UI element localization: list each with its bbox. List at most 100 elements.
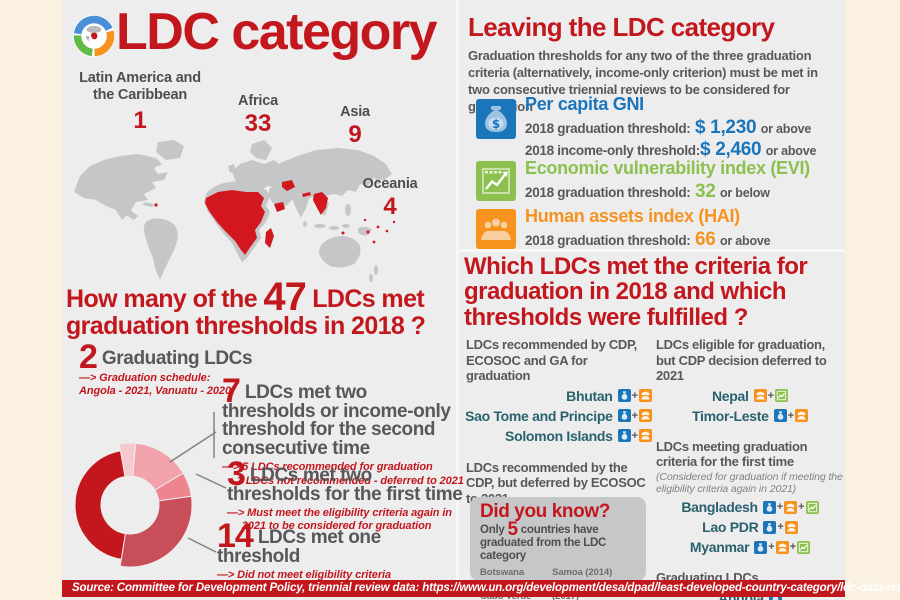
did-you-know-body: Only 5 countries have graduated from the… [480,518,607,563]
region-africa: Africa 33 [218,93,298,136]
plus-sign: + [789,541,797,554]
hai-icon [639,389,652,403]
country-row: Sao Tome and Principe + [465,407,652,424]
which-right-column: LDCs eligible for graduation, but CDP de… [656,337,844,600]
main-panel [62,0,845,600]
country-row: Bangladesh + + [656,499,844,515]
map-ldc-yemen [274,202,285,212]
map-ldc-madagascar [265,228,274,248]
donut-segment-14 [119,495,193,568]
criterion-title: Per capita GNI [525,94,644,114]
region-name: Latin America and the Caribbean [79,70,201,104]
gni-graduation-threshold: $ 1,230 [694,116,757,138]
people-icon [476,209,516,249]
total-ldc-count: 47 [263,275,306,319]
country-row: Nepal + [656,388,844,404]
country-row: Lao PDR + [656,519,844,535]
country-name: Myanmar [689,539,750,556]
gni-icon [617,429,631,443]
country-row: Myanmar + + [656,539,844,555]
hai-icon [639,429,652,443]
country-name: Sao Tome and Principe [465,407,613,424]
leaving-section-title: Leaving the LDC category [468,12,775,42]
globe-logo-icon [73,15,115,57]
hai-icon [775,540,789,554]
plus-sign: + [631,389,638,402]
hai-graduation-threshold: 66 [694,228,716,250]
region-name: Oceania [362,176,418,192]
region-count: 4 [383,193,397,221]
map-south-america [143,218,178,280]
hai-icon [795,409,808,423]
did-you-know-box: Did you know? Only 5 countries have grad… [470,497,646,600]
column-divider [456,0,459,580]
map-north-america [74,154,168,220]
evi-icon [797,540,811,554]
region-count: 1 [133,106,147,134]
section-divider [459,249,845,252]
source-bar: Source: Committee for Development Policy… [62,580,900,597]
criterion-evi: Economic vulnerability index (EVI) 2018 … [468,158,844,203]
callout-graduating: 2 Graduating LDCs —> Graduation schedule:… [79,338,253,397]
donut-section-title: How many of the 47 LDCs met graduation t… [66,275,426,340]
map-greenland [156,140,184,160]
gni-icon [617,409,631,423]
country-name: Nepal [711,387,749,404]
region-asia: Asia 9 [320,104,390,147]
plus-sign: + [776,501,784,514]
group-recommended-cdp-ecosoc-ga: LDCs recommended by CDP, ECOSOC and GA f… [465,337,654,444]
map-asia [264,148,392,198]
region-count: 33 [244,110,272,138]
country-row: Solomon Islands + [466,428,652,444]
group-eligible-deferred-2021: LDCs eligible for graduation, but CDP de… [656,337,844,424]
country-name: Timor-Leste [691,407,769,424]
chart-icon [476,161,516,201]
criterion-title: Economic vulnerability index (EVI) [525,158,810,178]
plus-sign: + [768,541,775,554]
evi-icon [775,389,789,403]
region-name: Asia [340,104,370,120]
region-oceania: Oceania 4 [352,176,428,219]
gni-income-only-threshold: $ 2,460 [699,138,762,160]
world-map [74,140,396,282]
gni-icon [617,389,631,403]
country-row: Bhutan + [466,388,652,404]
plus-sign: + [787,409,794,422]
callout-connectors [169,412,227,553]
criterion-gni: $ Per capita GNI 2018 graduation thresho… [468,94,844,161]
callout-two-thresholds-first: 3 LDCs met two thresholds for the first t… [227,455,463,533]
plus-sign: + [767,389,775,402]
plus-sign: + [631,409,638,422]
gni-icon [773,409,787,423]
callout-two-thresholds-second: 7 LDCs met two thresholds or income-only … [222,372,464,487]
donut-chart [74,442,193,568]
country-name: Solomon Islands [505,427,613,444]
gni-icon [762,500,776,514]
svg-text:$: $ [492,117,500,131]
map-ldc-haiti [154,203,158,207]
map-ldc-southeast-asia [313,192,328,215]
region-latin-america: Latin America and the Caribbean 1 [70,70,210,133]
hai-icon [639,409,652,423]
map-new-guinea [358,226,372,236]
region-name: Africa [238,93,278,109]
plus-sign: + [798,501,805,514]
country-name: Bangladesh [681,499,758,516]
gni-icon [754,540,768,554]
hai-icon [784,520,798,534]
plus-sign: + [631,429,638,442]
map-ldc-afghanistan [282,180,295,191]
country-row: Timor-Leste + [656,408,844,424]
evi-icon [805,500,819,514]
hai-icon [753,389,767,403]
donut-segment-21 [74,450,126,560]
page-title: LDC category [116,3,438,61]
map-australia [319,236,361,268]
plus-sign: + [777,521,784,534]
callout-one-threshold: 14 LDCs met one threshold —> Did not meet… [217,517,391,582]
did-you-know-title: Did you know? [480,501,610,522]
which-section-title: Which LDCs met the criteria for graduati… [464,253,808,331]
country-name: Bhutan [566,387,613,404]
map-ldc-africa [205,190,265,255]
